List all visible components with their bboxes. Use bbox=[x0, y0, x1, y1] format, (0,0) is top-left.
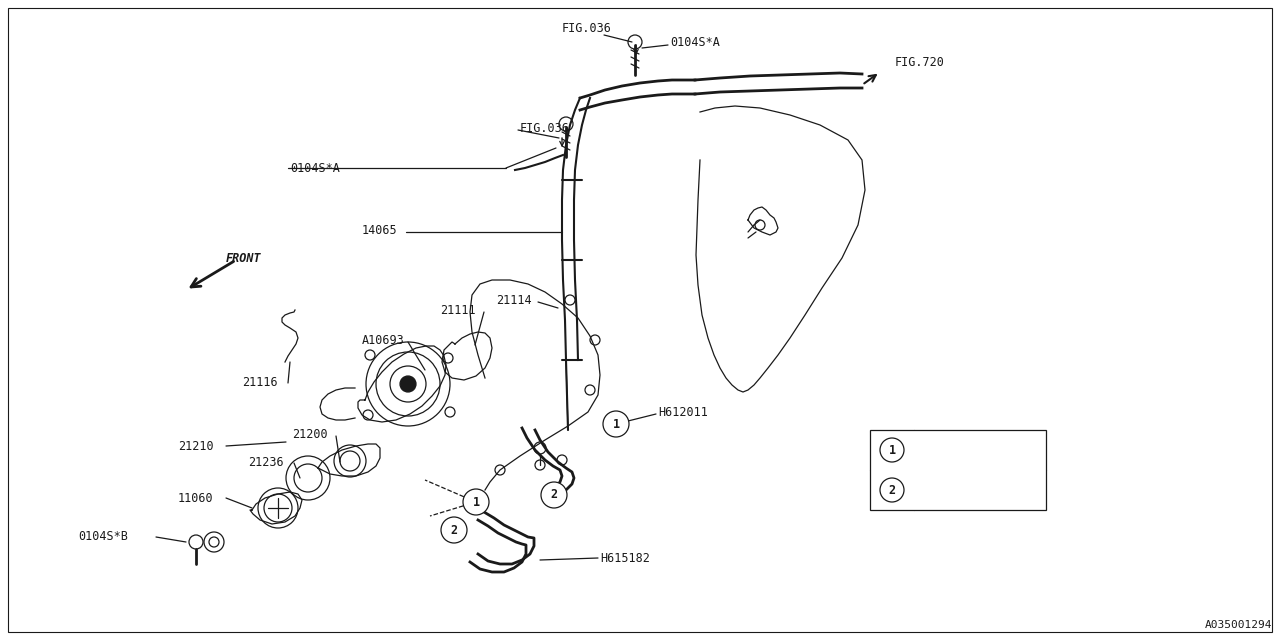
Text: F92209: F92209 bbox=[925, 483, 969, 497]
Text: 1: 1 bbox=[472, 495, 480, 509]
Text: FRONT: FRONT bbox=[227, 252, 261, 264]
Circle shape bbox=[399, 376, 416, 392]
Text: FIG.036: FIG.036 bbox=[520, 122, 570, 134]
Text: 0104S*A: 0104S*A bbox=[291, 161, 340, 175]
Text: 2: 2 bbox=[451, 524, 457, 536]
Text: 14065: 14065 bbox=[362, 223, 398, 237]
Text: A10693: A10693 bbox=[362, 333, 404, 346]
Text: 0104S*A: 0104S*A bbox=[669, 35, 719, 49]
Text: A035001294: A035001294 bbox=[1204, 620, 1272, 630]
Bar bbox=[870, 430, 1046, 510]
Circle shape bbox=[603, 411, 628, 437]
Text: 21116: 21116 bbox=[242, 376, 278, 388]
Text: 1: 1 bbox=[612, 417, 620, 431]
Text: 2: 2 bbox=[888, 483, 896, 497]
Circle shape bbox=[541, 482, 567, 508]
Text: FIG.036: FIG.036 bbox=[562, 22, 612, 35]
Text: 0104S*B: 0104S*B bbox=[78, 529, 128, 543]
Text: 21210: 21210 bbox=[178, 440, 214, 452]
Text: 21111: 21111 bbox=[440, 303, 476, 317]
Text: FIG.720: FIG.720 bbox=[895, 56, 945, 68]
Text: 2: 2 bbox=[550, 488, 558, 502]
Text: 21114: 21114 bbox=[497, 294, 531, 307]
Text: H615182: H615182 bbox=[600, 552, 650, 564]
Text: F91801: F91801 bbox=[925, 444, 969, 456]
Circle shape bbox=[881, 438, 904, 462]
Circle shape bbox=[442, 517, 467, 543]
Text: 11060: 11060 bbox=[178, 492, 214, 504]
Text: 1: 1 bbox=[888, 444, 896, 456]
Text: H612011: H612011 bbox=[658, 406, 708, 419]
Text: 21200: 21200 bbox=[292, 428, 328, 440]
Circle shape bbox=[463, 489, 489, 515]
Circle shape bbox=[881, 478, 904, 502]
Text: 21236: 21236 bbox=[248, 456, 284, 468]
